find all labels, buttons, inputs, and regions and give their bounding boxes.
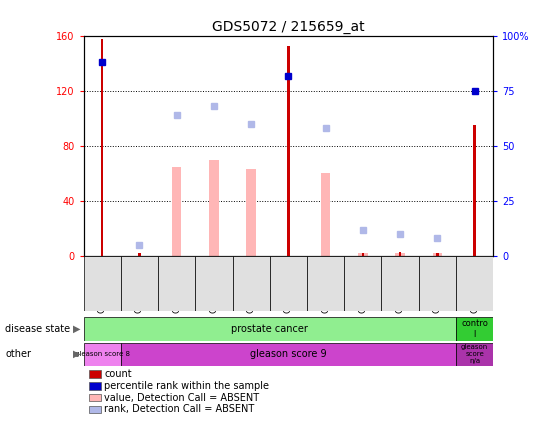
Bar bbox=[209, 160, 218, 256]
Bar bbox=[396, 253, 405, 256]
FancyBboxPatch shape bbox=[344, 256, 382, 311]
Bar bbox=[321, 173, 330, 256]
Text: other: other bbox=[5, 349, 31, 359]
Bar bbox=[138, 253, 141, 256]
FancyBboxPatch shape bbox=[382, 256, 419, 311]
FancyBboxPatch shape bbox=[307, 256, 344, 311]
Text: gleason score 9: gleason score 9 bbox=[250, 349, 327, 359]
Bar bbox=[473, 125, 476, 256]
FancyBboxPatch shape bbox=[456, 256, 493, 311]
FancyBboxPatch shape bbox=[84, 317, 456, 341]
Bar bbox=[287, 46, 289, 256]
Bar bbox=[362, 253, 364, 256]
Bar bbox=[101, 39, 103, 256]
Text: disease state: disease state bbox=[5, 324, 71, 334]
Title: GDS5072 / 215659_at: GDS5072 / 215659_at bbox=[212, 19, 365, 33]
FancyBboxPatch shape bbox=[232, 256, 270, 311]
Text: ▶: ▶ bbox=[73, 324, 80, 334]
Text: contro
l: contro l bbox=[461, 319, 488, 338]
FancyBboxPatch shape bbox=[419, 256, 456, 311]
Bar bbox=[246, 169, 256, 256]
FancyBboxPatch shape bbox=[270, 256, 307, 311]
FancyBboxPatch shape bbox=[456, 317, 493, 341]
Bar bbox=[172, 167, 181, 256]
Text: ▶: ▶ bbox=[73, 349, 80, 359]
FancyBboxPatch shape bbox=[195, 256, 232, 311]
FancyBboxPatch shape bbox=[158, 256, 195, 311]
Bar bbox=[436, 253, 439, 256]
Text: rank, Detection Call = ABSENT: rank, Detection Call = ABSENT bbox=[104, 404, 254, 415]
FancyBboxPatch shape bbox=[121, 343, 456, 366]
Text: gleason score 8: gleason score 8 bbox=[75, 351, 130, 357]
Bar bbox=[433, 253, 442, 256]
FancyBboxPatch shape bbox=[456, 343, 493, 366]
Text: value, Detection Call = ABSENT: value, Detection Call = ABSENT bbox=[104, 393, 259, 403]
FancyBboxPatch shape bbox=[84, 343, 121, 366]
FancyBboxPatch shape bbox=[84, 256, 121, 311]
Text: percentile rank within the sample: percentile rank within the sample bbox=[104, 381, 269, 391]
Text: prostate cancer: prostate cancer bbox=[231, 324, 308, 334]
Bar bbox=[358, 253, 368, 256]
Text: gleason
score
n/a: gleason score n/a bbox=[461, 344, 488, 364]
Text: count: count bbox=[104, 369, 132, 379]
FancyBboxPatch shape bbox=[121, 256, 158, 311]
Bar bbox=[399, 252, 402, 256]
